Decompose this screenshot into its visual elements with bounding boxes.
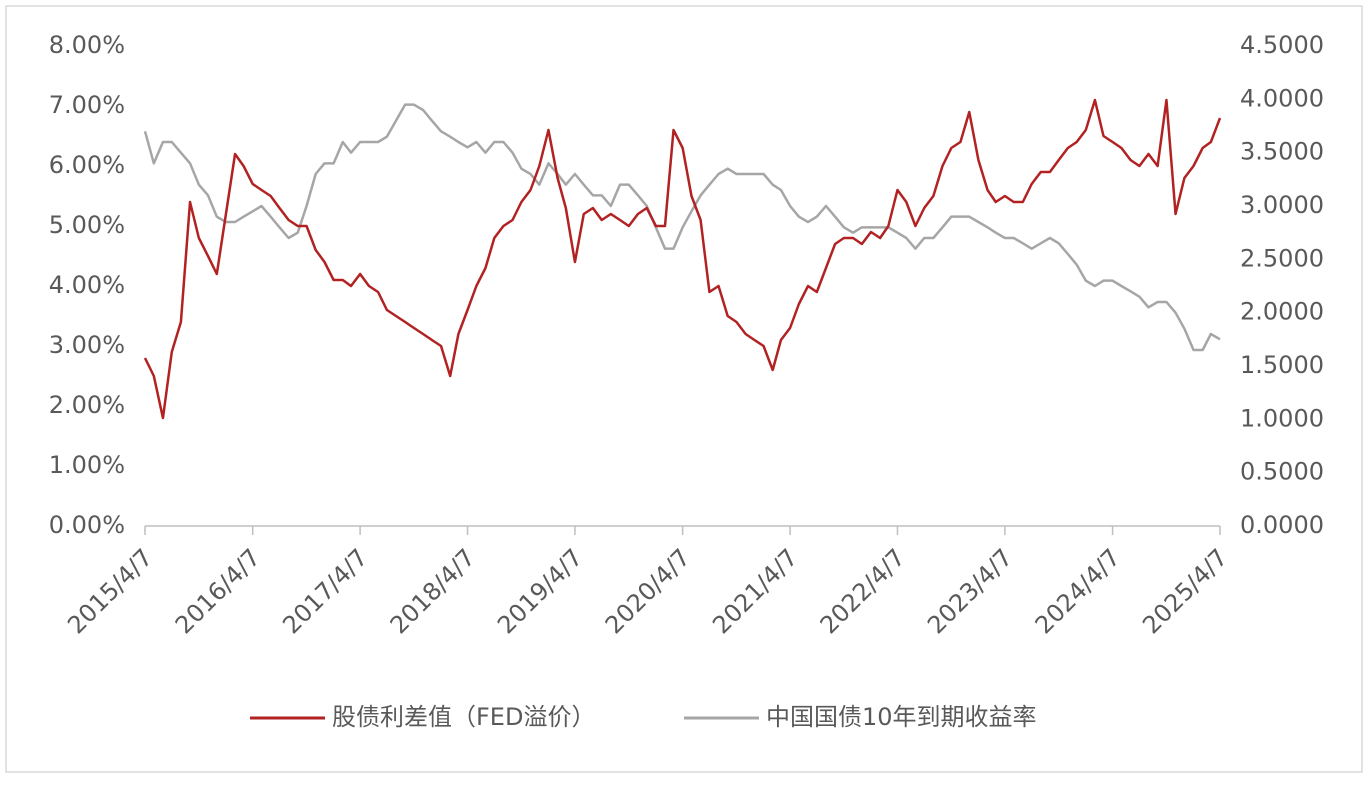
y-tick-label: 5.00% [49,211,125,239]
y2-tick-label: 0.5000 [1240,458,1324,486]
y2-tick-label: 2.5000 [1240,244,1324,272]
series-line [143,103,1221,352]
y-tick-label: 1.00% [49,451,125,479]
y-tick-label: 6.00% [49,151,125,179]
y2-tick-label: 3.0000 [1240,191,1324,219]
y2-tick-label: 4.5000 [1240,31,1324,59]
y2-tick-label: 1.0000 [1240,404,1324,432]
y2-tick-label: 4.0000 [1240,84,1324,112]
y2-tick-label: 2.0000 [1240,298,1324,326]
y-tick-label: 4.00% [49,271,125,299]
y-tick-label: 8.00% [49,31,125,59]
y-tick-label: 7.00% [49,91,125,119]
y-tick-label: 0.00% [49,511,125,539]
legend-label: 中国国债10年到期收益率 [766,703,1037,731]
series-line [143,98,1222,420]
y2-tick-label: 1.5000 [1240,351,1324,379]
chart-frame [5,5,1363,773]
y-tick-label: 3.00% [49,331,125,359]
legend-label: 股债利差值（FED溢价） [332,703,595,731]
y2-tick-label: 3.5000 [1240,138,1324,166]
y-tick-label: 2.00% [49,391,125,419]
y2-tick-label: 0.0000 [1240,511,1324,539]
